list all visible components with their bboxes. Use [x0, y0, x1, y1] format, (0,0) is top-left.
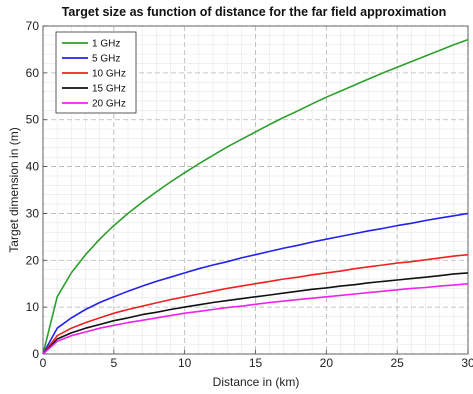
- x-tick-label: 10: [178, 356, 192, 370]
- chart-title: Target size as function of distance for …: [62, 5, 447, 19]
- series-line: [42, 272, 469, 355]
- legend-label: 15 GHz: [92, 84, 126, 95]
- legend-label: 1 GHz: [92, 39, 120, 50]
- y-axis-ticks: 0 10 20 30 40 50 60 70: [26, 19, 47, 361]
- x-axis-label: Distance in (km): [213, 375, 300, 389]
- x-tick-label: 5: [110, 356, 117, 370]
- series-line: [42, 253, 469, 355]
- legend-label: 10 GHz: [92, 69, 126, 80]
- x-axis-ticks: 0 5 10 15 20 25 30: [40, 350, 473, 370]
- series-line: [42, 212, 469, 355]
- y-tick-label: 50: [26, 113, 40, 127]
- x-tick-label: 15: [249, 356, 263, 370]
- y-axis-label: Target dimension in (m): [7, 127, 21, 252]
- y-tick-label: 30: [26, 206, 40, 220]
- legend-label: 20 GHz: [92, 99, 126, 110]
- y-tick-label: 70: [26, 19, 40, 33]
- y-tick-label: 0: [32, 347, 39, 361]
- series-line: [42, 38, 469, 355]
- y-tick-label: 40: [26, 160, 40, 174]
- series-line: [42, 282, 469, 355]
- x-tick-label: 25: [390, 356, 404, 370]
- y-tick-label: 20: [26, 253, 40, 267]
- x-tick-label: 0: [40, 356, 47, 370]
- y-tick-label: 10: [26, 300, 40, 314]
- series-lines: [42, 38, 469, 355]
- legend-label: 5 GHz: [92, 54, 120, 65]
- y-tick-label: 60: [26, 66, 40, 80]
- x-tick-label: 20: [320, 356, 334, 370]
- legend: 1 GHz 5 GHz 10 GHz 15 GHz 20 GHz: [55, 31, 137, 114]
- x-tick-label: 30: [461, 356, 473, 370]
